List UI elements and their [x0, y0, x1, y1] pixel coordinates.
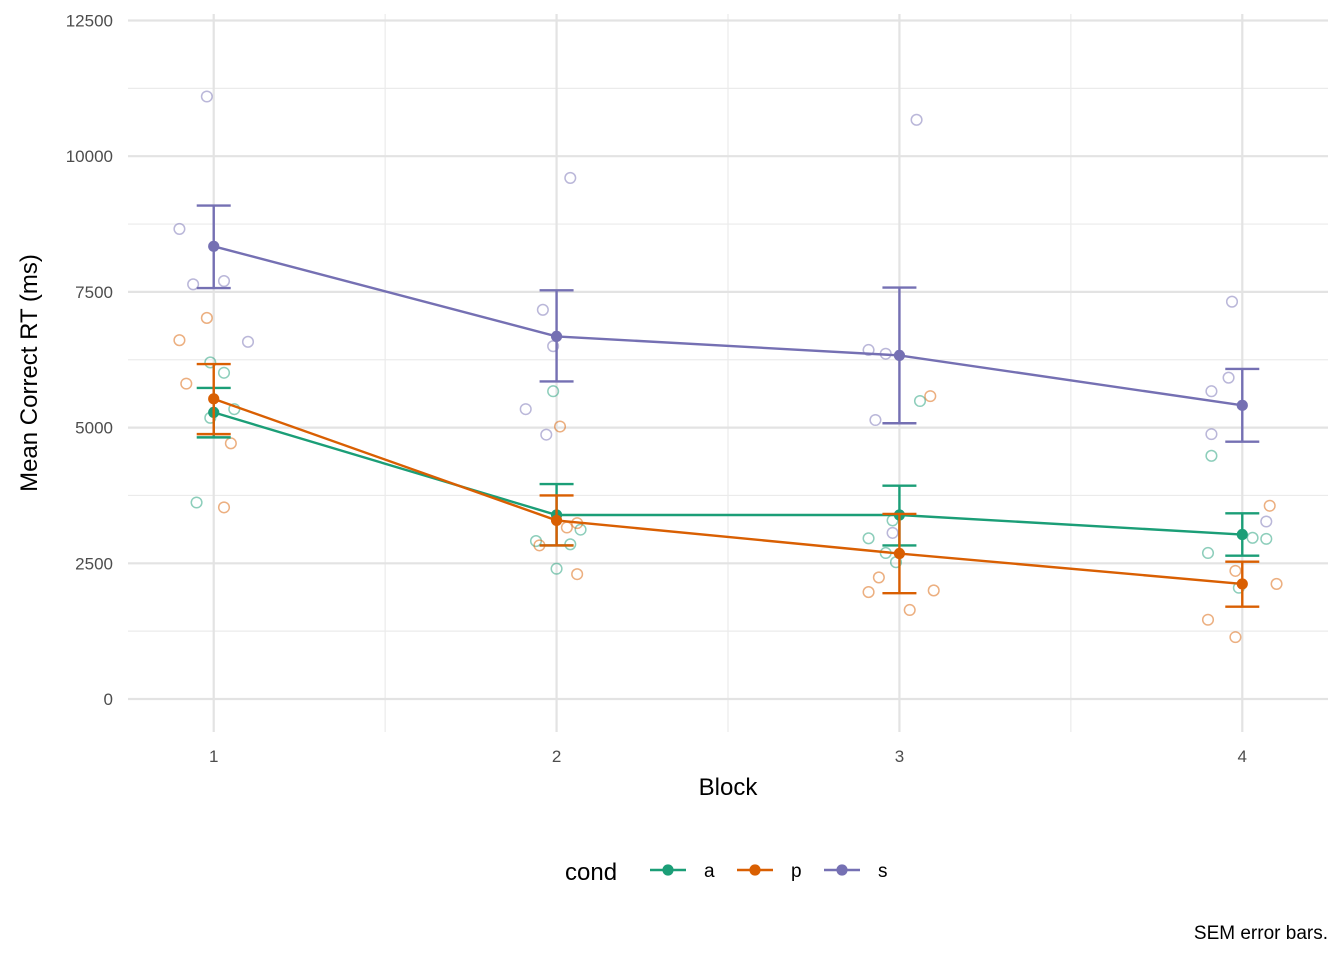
raw-point-p	[571, 568, 584, 581]
series-s	[196, 204, 1260, 443]
raw-point-a	[204, 356, 217, 369]
legend-label: s	[878, 861, 888, 882]
raw-point-p	[180, 377, 193, 390]
raw-point-s	[217, 274, 231, 288]
mean-point-s	[893, 349, 906, 362]
raw-point-s	[519, 403, 532, 416]
raw-point-s	[1225, 295, 1239, 308]
raw-point-s	[241, 335, 255, 348]
raw-point-a	[1246, 531, 1259, 544]
raw-point-p	[560, 521, 573, 534]
caption: SEM error bars.	[1194, 923, 1328, 944]
mean-point-p	[1236, 578, 1248, 590]
mean-point-a	[1236, 528, 1248, 541]
y-tick-label: 12500	[66, 12, 113, 31]
raw-point-a	[913, 394, 927, 408]
raw-point-s	[1222, 371, 1235, 384]
raw-point-p	[1229, 564, 1242, 577]
raw-point-s	[862, 343, 875, 357]
raw-point-s	[200, 90, 213, 103]
raw-point-s	[564, 171, 577, 184]
x-tick-label: 2	[552, 747, 561, 766]
mean-point-s	[208, 240, 220, 252]
raw-point-p	[217, 501, 231, 514]
series-line-s	[213, 245, 1243, 407]
raw-point-s	[540, 428, 553, 441]
raw-point-p	[1201, 613, 1215, 626]
raw-point-s	[1205, 428, 1218, 441]
mean-point-p	[550, 514, 563, 527]
legend-key-point	[662, 864, 674, 876]
raw-point-a	[190, 496, 203, 509]
raw-point-p	[927, 584, 940, 597]
raw-point-s	[187, 278, 200, 291]
x-axis-title: Block	[699, 774, 759, 801]
raw-point-a	[550, 562, 563, 575]
raw-point-a	[1260, 532, 1273, 545]
raw-point-p	[862, 586, 875, 599]
mean-point-s	[550, 330, 563, 343]
raw-point-p	[872, 571, 885, 584]
raw-point-a	[1205, 449, 1218, 462]
raw-point-p	[1270, 577, 1283, 590]
x-tick-label: 1	[209, 747, 218, 766]
legend-key-point	[836, 864, 848, 876]
raw-point-s	[173, 222, 186, 235]
raw-point-a	[217, 366, 231, 379]
series	[196, 204, 1260, 608]
raw-point-p	[1229, 631, 1242, 644]
legend-item-a: a	[650, 861, 715, 882]
series-p	[196, 362, 1260, 608]
raw-point-s	[536, 303, 549, 316]
raw-point-p	[924, 390, 937, 403]
raw-point-p	[200, 311, 213, 325]
raw-point-s	[886, 526, 899, 539]
raw-point-a	[1201, 546, 1215, 560]
raw-point-p	[903, 603, 916, 617]
legend-key-point	[749, 864, 761, 876]
x-tick-label: 3	[895, 747, 904, 766]
legend-label: p	[791, 861, 802, 882]
raw-point-s	[869, 413, 882, 427]
raw-point-a	[574, 523, 587, 536]
legend-title: cond	[565, 859, 617, 886]
series-line-p	[213, 397, 1243, 586]
grid	[128, 14, 1328, 732]
raw-point-s	[1205, 385, 1218, 398]
raw-point-a	[862, 532, 875, 545]
y-axis-title: Mean Correct RT (ms)	[16, 254, 43, 492]
mean-point-s	[1236, 399, 1248, 411]
raw-point-s	[1260, 515, 1273, 528]
legend: cond a p s	[565, 859, 888, 886]
y-tick-label: 5000	[75, 419, 113, 438]
raw-point-a	[547, 385, 560, 398]
axes: Mean Correct RT (ms) Block 0 2500 5000 7500…	[16, 12, 1247, 802]
raw-point-p	[1263, 499, 1276, 512]
raw-point-p	[173, 334, 186, 347]
raw-point-s	[547, 340, 560, 353]
x-tick-label: 4	[1238, 747, 1247, 766]
mean-point-p	[208, 393, 220, 405]
legend-item-s: s	[824, 861, 888, 882]
y-tick-label: 10000	[66, 147, 113, 166]
raw-point-p	[553, 420, 567, 433]
y-tick-label: 2500	[75, 554, 113, 573]
raw-point-p	[224, 437, 237, 450]
raw-point-s	[910, 113, 923, 126]
legend-item-p: p	[737, 861, 802, 882]
y-tick-label: 7500	[75, 283, 113, 302]
legend-label: a	[704, 861, 715, 882]
mean-point-p	[893, 547, 906, 560]
y-tick-label: 0	[104, 690, 113, 709]
series-line-a	[213, 411, 1243, 536]
